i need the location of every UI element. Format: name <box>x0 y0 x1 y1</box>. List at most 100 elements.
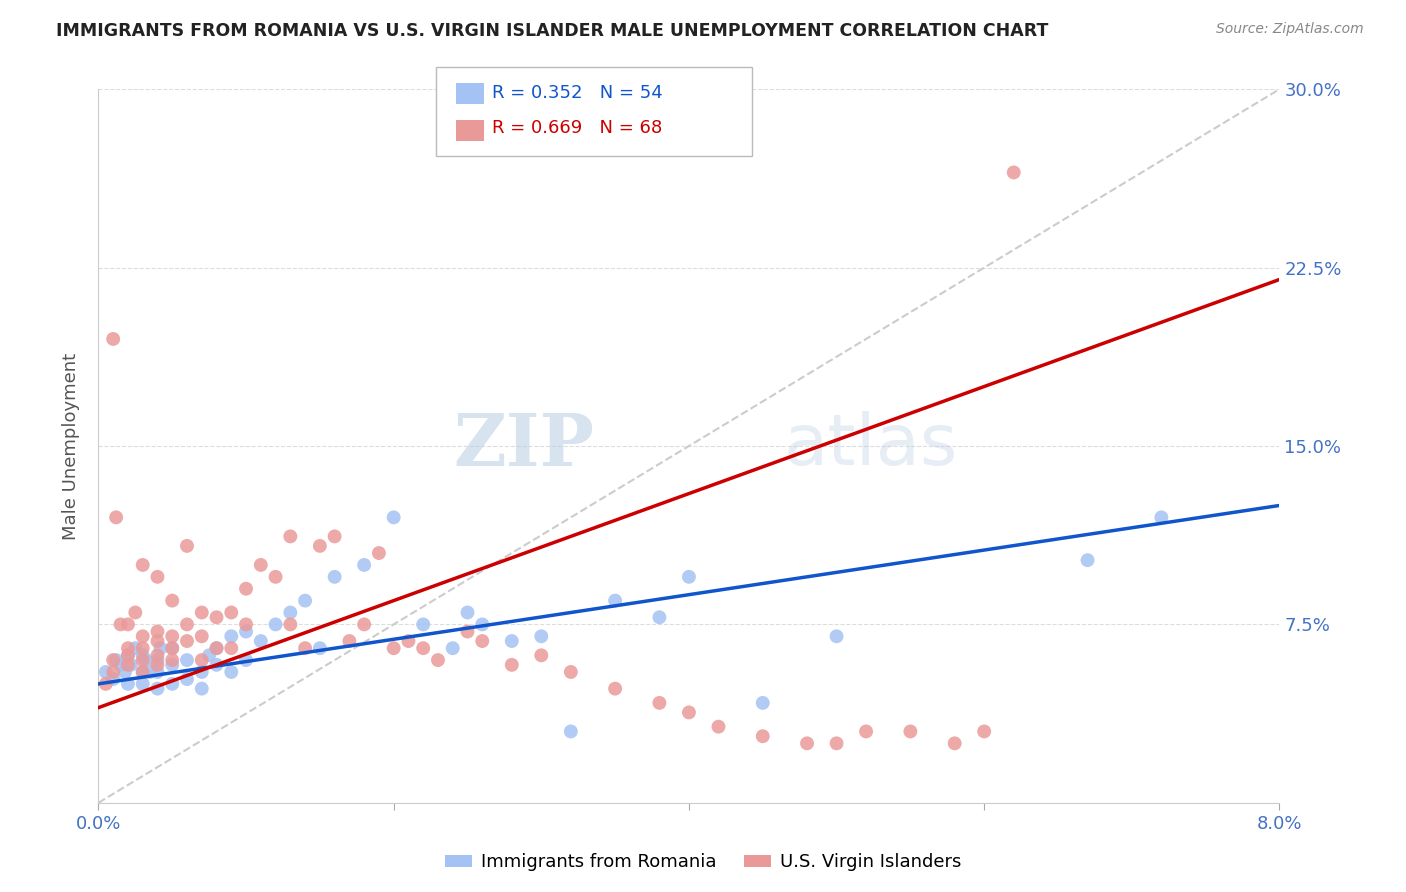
Text: R = 0.669   N = 68: R = 0.669 N = 68 <box>492 120 662 137</box>
Point <box>605 593 627 607</box>
Point <box>124 641 146 656</box>
Point <box>1150 510 1173 524</box>
Point <box>456 624 478 639</box>
Point <box>250 558 273 572</box>
Point <box>219 665 242 679</box>
Point <box>146 681 169 696</box>
Point <box>219 641 242 656</box>
Point <box>323 529 346 543</box>
Point <box>382 510 405 524</box>
Point <box>146 665 169 679</box>
Point <box>426 653 449 667</box>
Y-axis label: Male Unemployment: Male Unemployment <box>62 352 80 540</box>
Point <box>560 724 582 739</box>
Point <box>117 648 139 663</box>
Point <box>560 665 582 679</box>
Point <box>205 657 228 672</box>
Point <box>278 529 302 543</box>
Point <box>1002 165 1025 179</box>
Point <box>110 617 132 632</box>
Point <box>973 724 995 739</box>
Point <box>162 657 183 672</box>
Point <box>191 606 214 620</box>
Point <box>117 641 139 656</box>
Point <box>103 653 125 667</box>
Point <box>396 634 419 648</box>
Point <box>441 641 464 656</box>
Point <box>530 648 553 663</box>
Point <box>94 665 117 679</box>
Point <box>412 641 434 656</box>
Point <box>219 606 242 620</box>
Point <box>678 570 700 584</box>
Point <box>235 582 257 596</box>
Point <box>205 641 228 656</box>
Point <box>191 653 214 667</box>
Point <box>162 653 183 667</box>
Point <box>825 736 848 750</box>
Point <box>117 677 139 691</box>
Point <box>796 736 818 750</box>
Point <box>176 539 198 553</box>
Point <box>412 617 434 632</box>
Point <box>191 681 214 696</box>
Point <box>219 629 242 643</box>
Point <box>471 617 494 632</box>
Point <box>162 593 183 607</box>
Point <box>323 570 346 584</box>
Point <box>205 641 228 656</box>
Point <box>149 641 172 656</box>
Point <box>132 648 155 663</box>
Point <box>678 706 700 720</box>
Point <box>117 657 139 672</box>
Point <box>139 665 162 679</box>
Point <box>191 665 214 679</box>
Point <box>235 624 257 639</box>
Point <box>176 617 198 632</box>
Point <box>648 610 671 624</box>
Point <box>132 665 155 679</box>
Point <box>855 724 877 739</box>
Point <box>530 629 553 643</box>
Point <box>117 617 139 632</box>
Point <box>943 736 966 750</box>
Point <box>146 653 169 667</box>
Point <box>250 634 273 648</box>
Point <box>110 657 132 672</box>
Point <box>146 624 169 639</box>
Point <box>105 510 128 524</box>
Point <box>146 570 169 584</box>
Point <box>367 546 389 560</box>
Point <box>235 653 257 667</box>
Point <box>162 641 183 656</box>
Point <box>294 641 316 656</box>
Point <box>751 729 773 743</box>
Point <box>308 539 332 553</box>
Point <box>205 610 228 624</box>
Point <box>278 606 302 620</box>
Point <box>707 720 730 734</box>
Point <box>294 593 316 607</box>
Legend: Immigrants from Romania, U.S. Virgin Islanders: Immigrants from Romania, U.S. Virgin Isl… <box>437 847 969 879</box>
Point <box>337 634 360 648</box>
Text: R = 0.352   N = 54: R = 0.352 N = 54 <box>492 84 662 102</box>
Point <box>105 653 128 667</box>
Point <box>132 665 155 679</box>
Point <box>162 641 183 656</box>
Point <box>146 657 169 672</box>
Text: IMMIGRANTS FROM ROMANIA VS U.S. VIRGIN ISLANDER MALE UNEMPLOYMENT CORRELATION CH: IMMIGRANTS FROM ROMANIA VS U.S. VIRGIN I… <box>56 22 1049 40</box>
Point <box>235 617 257 632</box>
Point <box>162 677 183 691</box>
Point <box>132 558 155 572</box>
Point <box>900 724 922 739</box>
Point <box>132 629 155 643</box>
Point <box>117 648 139 663</box>
Point <box>751 696 773 710</box>
Point <box>382 641 405 656</box>
Point <box>94 677 117 691</box>
Point <box>353 558 375 572</box>
Point <box>264 570 287 584</box>
Point <box>176 672 198 686</box>
Point <box>120 657 142 672</box>
Point <box>471 634 494 648</box>
